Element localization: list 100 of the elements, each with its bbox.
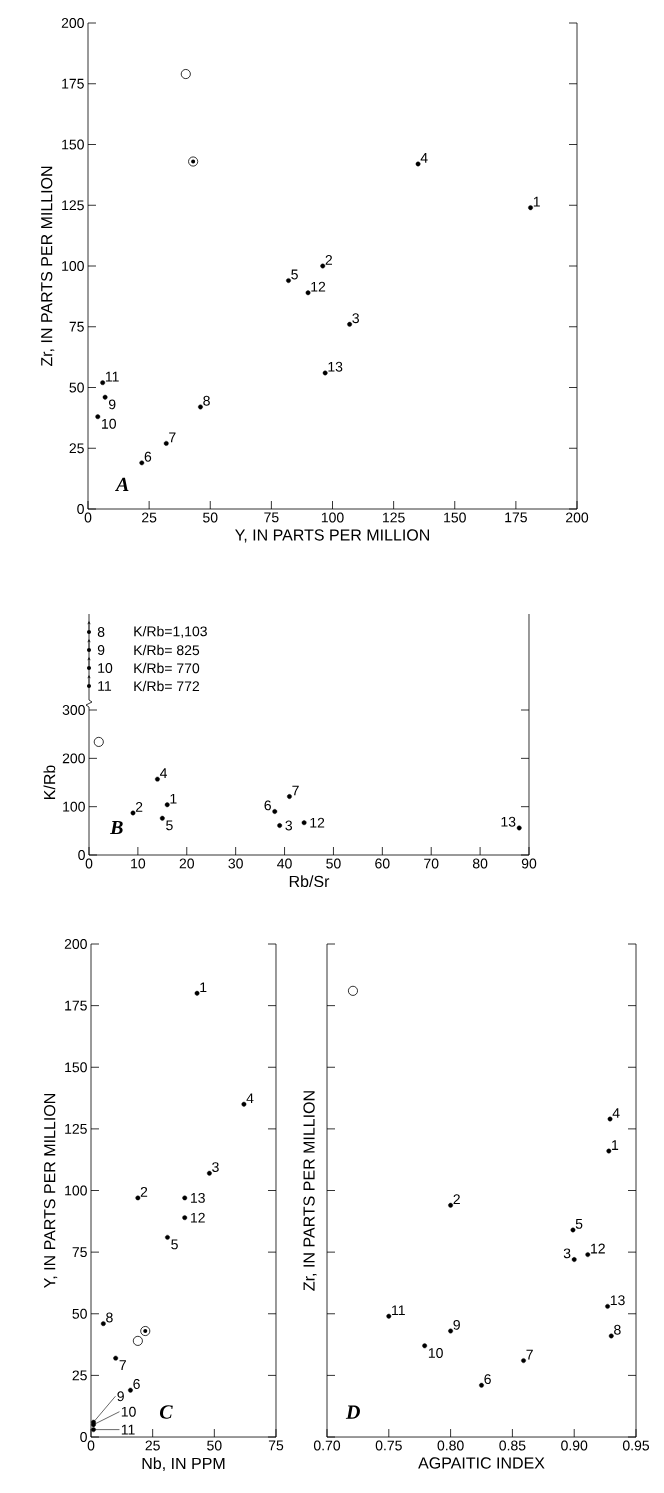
y-tick-label: 150: [65, 1062, 87, 1073]
x-tick-label: 60: [375, 858, 390, 869]
x-tick-label: 50: [207, 1440, 222, 1451]
text: K/Rb= 825: [134, 644, 200, 656]
annotation: 3: [212, 1162, 219, 1173]
x-tick-label: 150: [444, 512, 466, 523]
text: K/Rb= 772: [134, 680, 200, 692]
text: 11: [98, 681, 112, 691]
y-tick-label: 125: [62, 200, 84, 211]
annotation: 13: [610, 1295, 625, 1306]
x-tick-label: 90: [521, 858, 537, 869]
annotation: 11: [392, 1305, 405, 1316]
annotation: 6: [484, 1374, 491, 1385]
annotation: 6: [264, 800, 271, 811]
annotation: 13: [328, 361, 343, 372]
y-tick-label: 175: [65, 1000, 87, 1011]
annotation: 7: [119, 1360, 126, 1370]
annotation: 5: [291, 269, 298, 280]
y-tick-label: 100: [63, 801, 85, 812]
y-tick-label: 100: [65, 1185, 87, 1196]
x-tick-label: 25: [142, 512, 157, 523]
annotation: 4: [420, 153, 428, 163]
x-tick-label: 10: [131, 858, 146, 869]
annotation: 11: [121, 1424, 135, 1435]
annotation: 10: [121, 1406, 136, 1417]
x-tick-label: 40: [277, 858, 292, 869]
y-tick-label: 25: [69, 443, 84, 454]
x-tick-label: 175: [505, 512, 527, 523]
x-axis-title: Y, IN PARTS PER MILLION: [235, 529, 429, 543]
annotation: 12: [591, 1243, 605, 1254]
annotation: 4: [246, 1093, 254, 1104]
text: 10: [98, 663, 113, 673]
annotation: 8: [203, 395, 210, 406]
x-tick-label: 0.80: [437, 1440, 464, 1451]
annotation: 1: [612, 1140, 619, 1150]
text: 9: [97, 645, 105, 655]
y-tick-label: 200: [61, 18, 84, 28]
y-tick-label: 0: [77, 504, 84, 514]
annotation: 1: [200, 982, 207, 993]
annotation: 2: [135, 801, 143, 812]
annotation: 3: [352, 313, 359, 324]
annotation: 7: [169, 432, 176, 443]
annotation: 12: [310, 817, 325, 828]
annotation: C: [159, 1405, 173, 1419]
y-tick-label: 125: [65, 1123, 87, 1134]
x-tick-label: 0.85: [499, 1440, 526, 1451]
annotation: D: [345, 1405, 360, 1419]
y-axis-title: K/Rb: [43, 765, 56, 799]
x-tick-label: 0.70: [313, 1440, 341, 1451]
x-tick-label: 0.95: [622, 1440, 650, 1451]
y-tick-label: 200: [64, 939, 87, 949]
y-tick-label: 75: [72, 1247, 87, 1258]
annotation: 11: [105, 371, 119, 382]
annotation: 13: [501, 816, 516, 827]
y-tick-label: 300: [62, 705, 85, 715]
y-axis-title: Y, IN PARTS PER MILLION: [44, 1094, 58, 1288]
x-tick-label: 0.90: [561, 1440, 588, 1451]
text: K/Rb= 770: [134, 662, 200, 674]
annotation: 4: [612, 1108, 620, 1118]
y-tick-label: 25: [72, 1370, 87, 1381]
annotation: 1: [170, 793, 177, 804]
y-tick-label: 50: [69, 382, 84, 393]
x-axis-title: AGPAITIC INDEX: [418, 1457, 545, 1469]
x-tick-label: 75: [268, 1440, 284, 1451]
y-tick-label: 100: [62, 261, 84, 271]
annotation: 2: [453, 1194, 460, 1205]
y-axis-title: Zr, IN PARTS PER MILLION: [41, 166, 55, 367]
x-tick-label: 80: [472, 858, 488, 869]
y-tick-label: 200: [62, 753, 85, 764]
annotation: A: [114, 477, 129, 491]
text: K/Rb=1,103: [134, 626, 207, 638]
x-tick-label: 70: [424, 858, 439, 869]
x-tick-label: 50: [326, 858, 341, 869]
annotation: 9: [117, 1391, 124, 1402]
x-tick-label: 30: [228, 858, 243, 869]
annotation: 3: [563, 1248, 571, 1259]
annotation: 5: [166, 820, 173, 831]
y-tick-label: 0: [80, 1432, 87, 1442]
annotation: 9: [453, 1319, 460, 1330]
y-tick-label: 50: [72, 1308, 87, 1319]
annotation: 8: [106, 1312, 113, 1323]
y-tick-label: 175: [62, 78, 84, 89]
annotation: 6: [133, 1379, 140, 1389]
annotation: 10: [428, 1348, 443, 1358]
annotation: 9: [108, 399, 116, 410]
annotation: 12: [191, 1212, 205, 1223]
annotation: 5: [171, 1239, 178, 1250]
annotation: 7: [526, 1349, 533, 1360]
x-tick-label: 0.75: [375, 1440, 402, 1451]
annotation: 1: [533, 196, 540, 207]
annotation: 4: [159, 768, 168, 778]
y-tick-label: 0: [78, 850, 85, 860]
x-tick-label: 20: [179, 858, 195, 869]
y-axis-title: Zr, IN PARTS PER MILLION: [303, 1091, 317, 1291]
annotation: 10: [102, 418, 117, 429]
annotation: B: [109, 820, 123, 835]
annotation: 2: [140, 1186, 148, 1197]
annotation: 12: [311, 281, 326, 292]
text: 8: [97, 627, 105, 637]
annotation: 13: [191, 1192, 205, 1203]
